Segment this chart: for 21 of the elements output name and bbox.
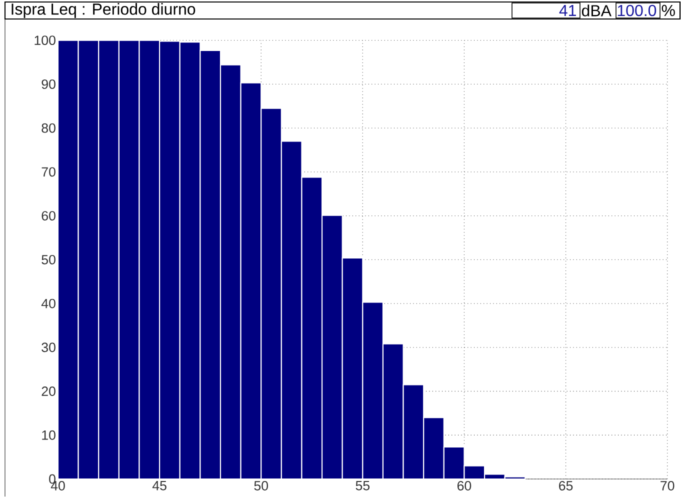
y-tick-label: 40 — [41, 298, 56, 308]
text: 41 — [559, 5, 576, 16]
y-tick-label: 70 — [42, 167, 56, 177]
y-tick-label: 60 — [42, 211, 56, 221]
x-tick-label: 45 — [152, 481, 166, 490]
y-tick-label: 50 — [42, 254, 56, 264]
x-tick-label: 70 — [660, 481, 674, 490]
text: 100.0 — [618, 4, 656, 16]
x-tick-label: 65 — [559, 481, 573, 490]
chart-title: Ispra Leq : Periodo diurno — [12, 3, 196, 18]
y-tick-label: 30 — [42, 342, 56, 352]
y-tick-label: 10 — [42, 430, 56, 440]
text: dBA — [582, 4, 612, 16]
y-tick-label: 80 — [42, 123, 56, 133]
text: % — [662, 4, 675, 16]
x-tick-label: 55 — [356, 481, 370, 490]
x-tick-label: 50 — [254, 481, 268, 490]
y-tick-label: 90 — [42, 79, 56, 89]
y-tick-label: 100 — [34, 36, 56, 46]
y-tick-label: 20 — [42, 386, 56, 396]
x-tick-label: 60 — [457, 481, 472, 490]
